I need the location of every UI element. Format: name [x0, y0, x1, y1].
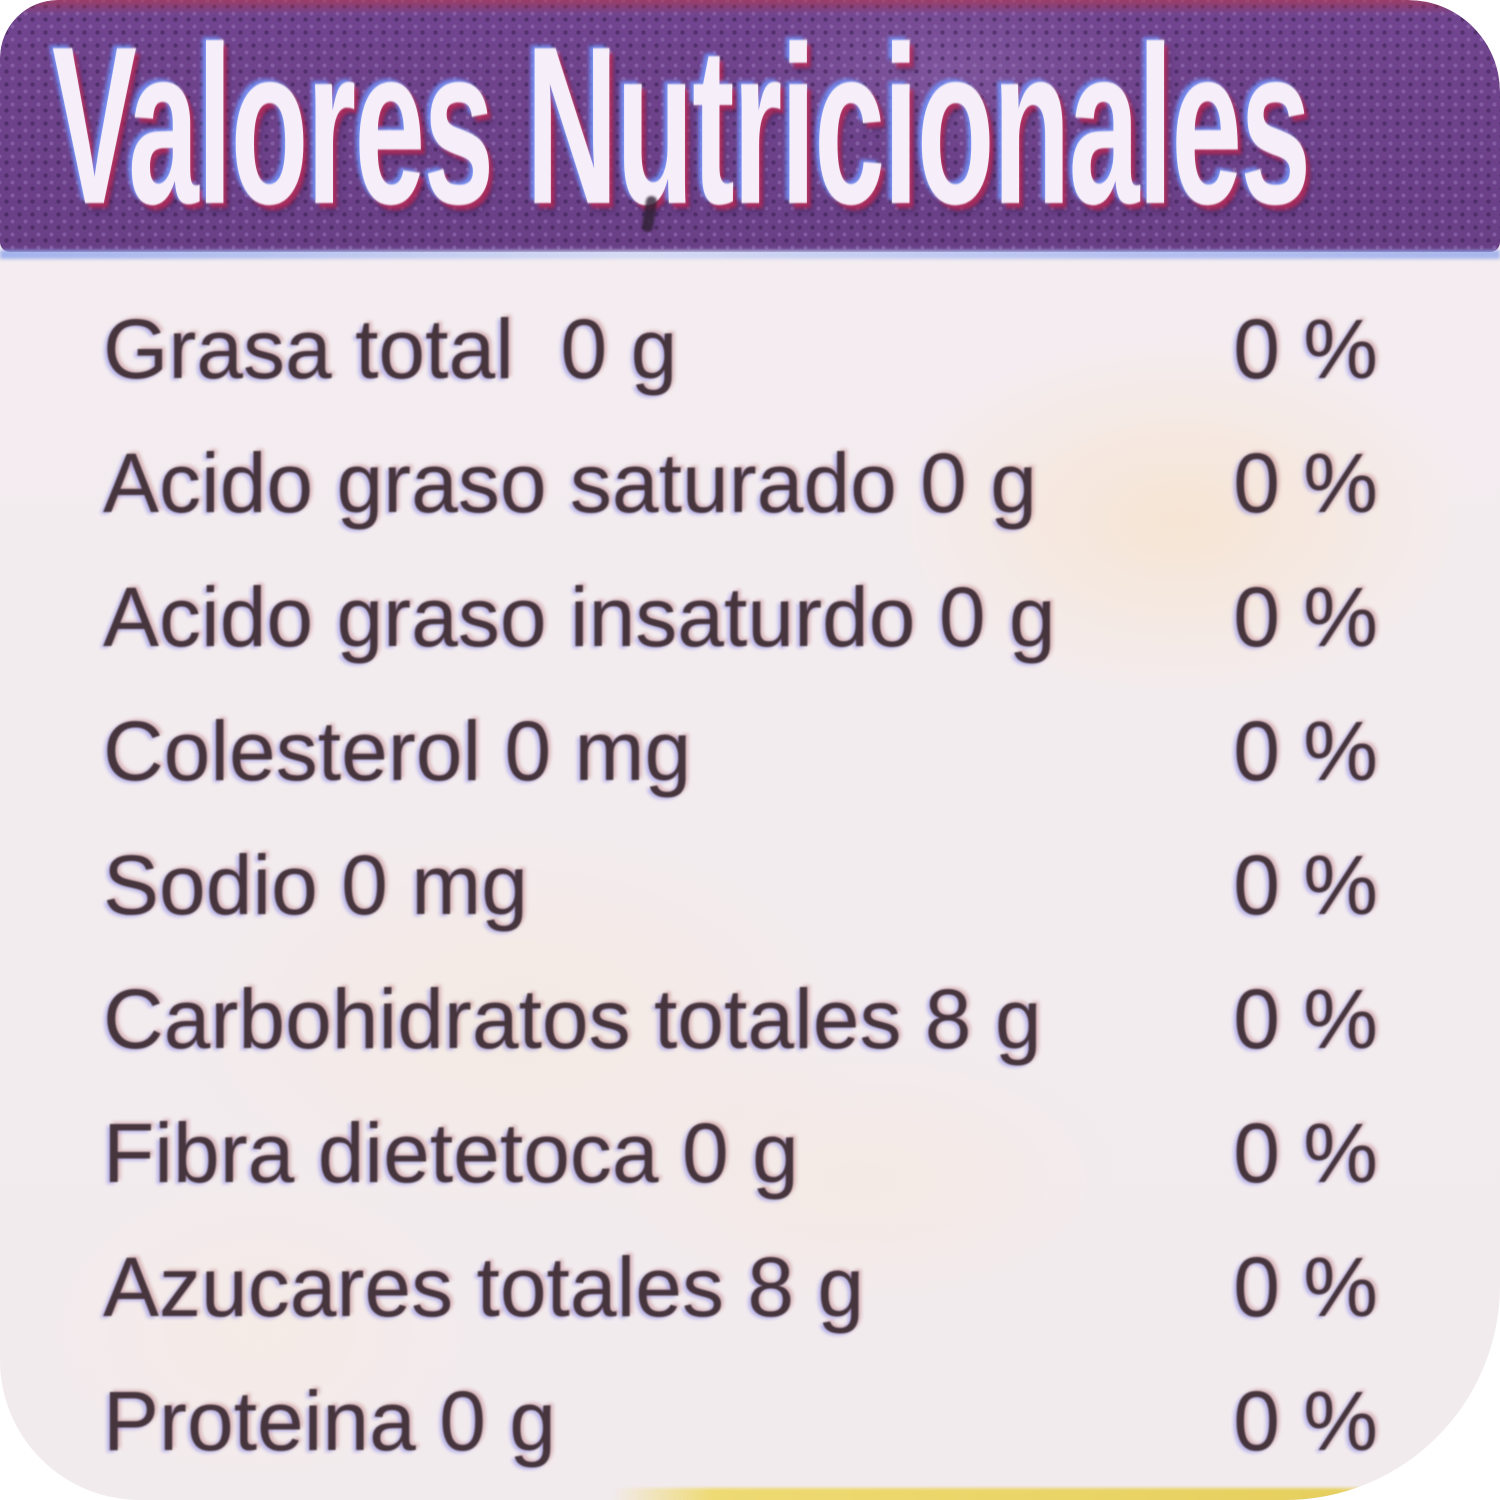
nutrient-name: Azucares totales 8 g — [103, 1239, 865, 1334]
nutrient-name: Carbohidratos totales 8 g — [103, 971, 1042, 1066]
header-banner: Valores Nutricionales — [0, 0, 1500, 259]
header-bottom-edge — [0, 250, 1500, 259]
nutrient-name: Sodio 0 mg — [103, 837, 528, 932]
nutrient-row: Sodio 0 mg 0 % — [103, 818, 1378, 952]
nutrient-name: Fibra dietetoca 0 g — [103, 1105, 799, 1200]
daily-value: 0 % — [1233, 1373, 1378, 1468]
daily-value: 0 % — [1233, 301, 1378, 396]
daily-value: 0 % — [1233, 435, 1378, 530]
nutrient-name: Proteina 0 g — [103, 1373, 556, 1468]
nutrient-row: Fibra dietetoca 0 g 0 % — [103, 1086, 1378, 1220]
nutrient-row: Proteina 0 g 0 % — [103, 1354, 1378, 1488]
nutrient-table: Grasa total 0 g 0 % Acido graso saturado… — [0, 252, 1500, 1500]
label-title: Valores Nutricionales — [52, 0, 1311, 251]
nutrient-name: Acido graso insaturdo 0 g — [103, 569, 1056, 664]
daily-value: 0 % — [1233, 1105, 1378, 1200]
nutrient-row: Carbohidratos totales 8 g 0 % — [103, 952, 1378, 1086]
daily-value: 0 % — [1233, 971, 1378, 1066]
nutrient-row: Acido graso saturado 0 g 0 % — [103, 416, 1378, 550]
nutrient-name: Colesterol 0 mg — [103, 703, 692, 798]
daily-value: 0 % — [1233, 703, 1378, 798]
nutrient-row: Azucares totales 8 g 0 % — [103, 1220, 1378, 1354]
nutrient-row: Colesterol 0 mg 0 % — [103, 684, 1378, 818]
daily-value: 0 % — [1233, 569, 1378, 664]
nutrient-name: Grasa total 0 g — [103, 301, 678, 396]
nutrient-row: Grasa total 0 g 0 % — [103, 282, 1378, 416]
nutrient-name: Acido graso saturado 0 g — [103, 435, 1037, 530]
bottom-yellow-strip — [612, 1488, 1464, 1500]
daily-value: 0 % — [1233, 1239, 1378, 1334]
daily-value: 0 % — [1233, 837, 1378, 932]
nutrient-row: Acido graso insaturdo 0 g 0 % — [103, 550, 1378, 684]
